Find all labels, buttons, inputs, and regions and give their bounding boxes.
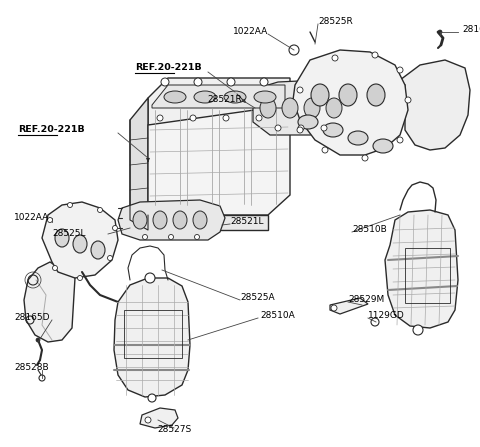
Text: 28510B: 28510B xyxy=(352,225,387,235)
Circle shape xyxy=(148,394,156,402)
Text: 28521L: 28521L xyxy=(230,218,264,227)
Ellipse shape xyxy=(133,211,147,229)
Ellipse shape xyxy=(153,211,167,229)
Circle shape xyxy=(36,338,40,342)
Text: 28525A: 28525A xyxy=(240,294,275,303)
Circle shape xyxy=(157,115,163,121)
Ellipse shape xyxy=(311,84,329,106)
Circle shape xyxy=(68,202,72,207)
Circle shape xyxy=(48,218,52,223)
Circle shape xyxy=(143,235,147,240)
Circle shape xyxy=(161,78,169,86)
Polygon shape xyxy=(148,105,290,215)
Circle shape xyxy=(145,273,155,283)
Ellipse shape xyxy=(367,84,385,106)
Text: REF.20-221B: REF.20-221B xyxy=(135,63,202,72)
Polygon shape xyxy=(148,78,290,125)
Ellipse shape xyxy=(91,241,105,259)
Circle shape xyxy=(194,78,202,86)
Ellipse shape xyxy=(260,98,276,118)
Polygon shape xyxy=(118,200,225,240)
Polygon shape xyxy=(400,60,470,150)
Ellipse shape xyxy=(323,123,343,137)
Circle shape xyxy=(275,125,281,131)
Circle shape xyxy=(194,235,200,240)
Ellipse shape xyxy=(304,98,320,118)
Text: 28521R: 28521R xyxy=(207,96,242,105)
Text: 28165D: 28165D xyxy=(462,25,480,34)
Circle shape xyxy=(397,137,403,143)
Bar xyxy=(124,310,182,358)
Circle shape xyxy=(260,78,268,86)
Circle shape xyxy=(298,125,304,131)
Circle shape xyxy=(289,45,299,55)
Circle shape xyxy=(297,87,303,93)
Text: 28527S: 28527S xyxy=(157,426,191,434)
Text: 28525L: 28525L xyxy=(52,229,85,239)
Polygon shape xyxy=(114,278,190,397)
Ellipse shape xyxy=(298,115,318,129)
Text: 1022AA: 1022AA xyxy=(14,214,49,223)
Circle shape xyxy=(168,235,173,240)
Text: 28165D: 28165D xyxy=(14,313,49,322)
Circle shape xyxy=(397,67,403,73)
Ellipse shape xyxy=(173,211,187,229)
Ellipse shape xyxy=(339,84,357,106)
Text: 28510A: 28510A xyxy=(260,312,295,320)
Circle shape xyxy=(372,52,378,58)
Ellipse shape xyxy=(224,91,246,103)
Circle shape xyxy=(256,115,262,121)
Ellipse shape xyxy=(282,98,298,118)
Circle shape xyxy=(227,78,235,86)
Text: 28525R: 28525R xyxy=(318,17,353,26)
Circle shape xyxy=(322,147,328,153)
Text: REF.20-221B: REF.20-221B xyxy=(18,126,84,135)
Polygon shape xyxy=(385,210,458,328)
Polygon shape xyxy=(140,408,178,428)
Polygon shape xyxy=(330,298,368,314)
Bar xyxy=(405,248,450,303)
Ellipse shape xyxy=(193,211,207,229)
Text: 1022AA: 1022AA xyxy=(233,28,268,37)
Ellipse shape xyxy=(348,131,368,145)
Circle shape xyxy=(438,30,442,34)
Circle shape xyxy=(97,207,103,212)
Polygon shape xyxy=(148,215,268,230)
Circle shape xyxy=(112,225,118,231)
Circle shape xyxy=(223,115,229,121)
Ellipse shape xyxy=(73,235,87,253)
Text: 28529M: 28529M xyxy=(348,295,384,304)
Circle shape xyxy=(190,115,196,121)
Circle shape xyxy=(297,127,303,133)
Text: 28528B: 28528B xyxy=(14,363,48,372)
Polygon shape xyxy=(253,80,348,135)
Circle shape xyxy=(362,155,368,161)
Circle shape xyxy=(331,305,337,311)
Ellipse shape xyxy=(164,91,186,103)
Ellipse shape xyxy=(373,139,393,153)
Polygon shape xyxy=(152,85,285,108)
Polygon shape xyxy=(293,50,408,155)
Ellipse shape xyxy=(194,91,216,103)
Circle shape xyxy=(332,55,338,61)
Circle shape xyxy=(108,256,112,261)
Text: 1129GD: 1129GD xyxy=(368,312,405,320)
Circle shape xyxy=(371,318,379,326)
Circle shape xyxy=(52,266,58,270)
Circle shape xyxy=(39,375,45,381)
Ellipse shape xyxy=(326,98,342,118)
Polygon shape xyxy=(24,262,75,342)
Ellipse shape xyxy=(254,91,276,103)
Polygon shape xyxy=(42,202,118,278)
Circle shape xyxy=(413,325,423,335)
Circle shape xyxy=(405,97,411,103)
Circle shape xyxy=(145,417,151,423)
Circle shape xyxy=(321,125,327,131)
Polygon shape xyxy=(130,98,148,220)
Circle shape xyxy=(77,275,83,281)
Ellipse shape xyxy=(55,229,69,247)
